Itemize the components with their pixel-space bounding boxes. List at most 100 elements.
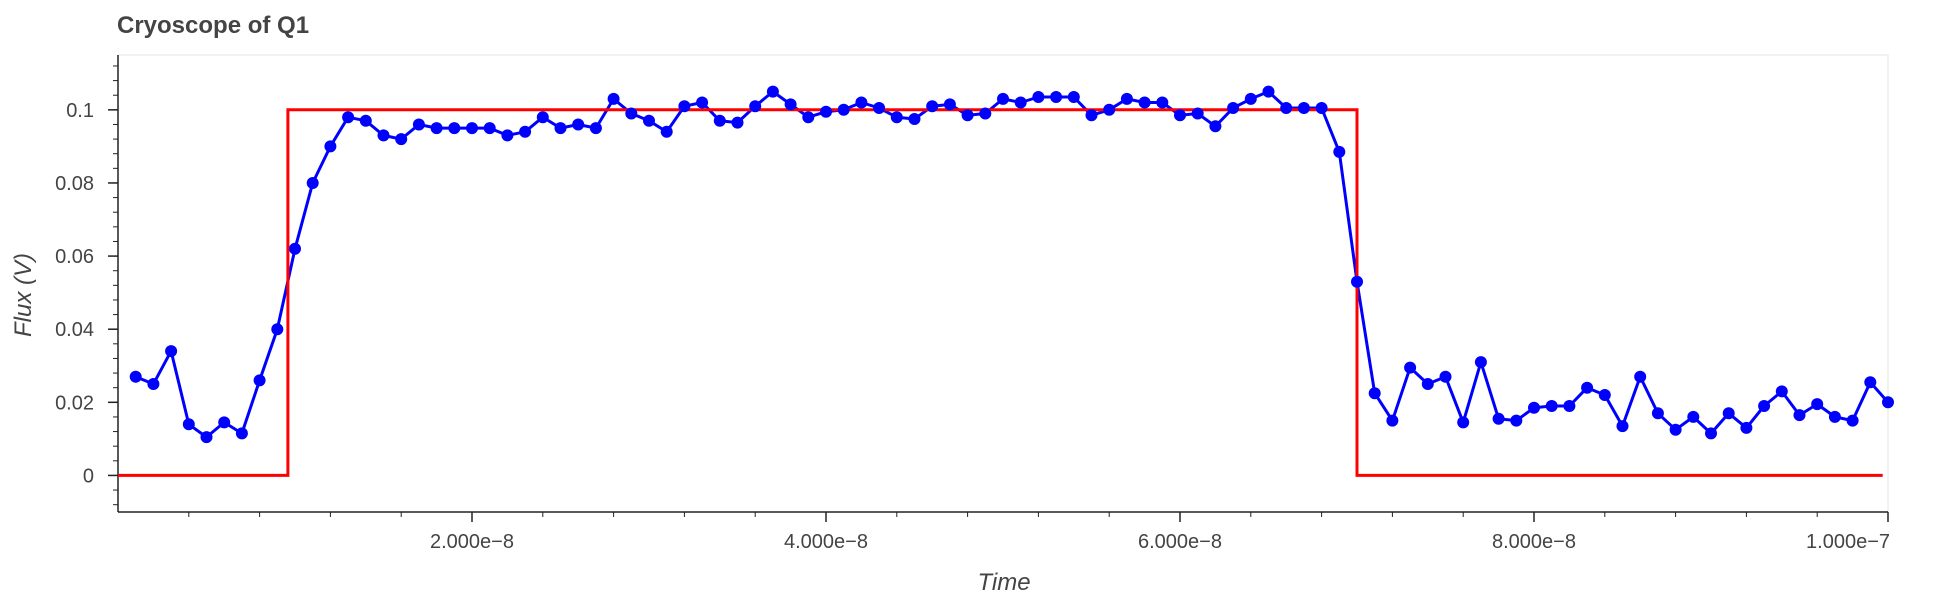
x-tick-label: 6.000e−8 [1138,531,1222,553]
data-point [1457,416,1470,429]
data-point [1209,120,1222,133]
data-point [784,98,797,111]
data-point [1474,356,1487,369]
data-point [908,113,921,125]
data-point [766,85,779,98]
data-point [572,118,585,131]
data-point [625,107,638,120]
data-point [1669,423,1682,436]
plot-frame [117,54,1889,513]
data-point [253,374,266,387]
data-point [678,100,691,113]
y-tick-label: 0.1 [66,100,94,122]
data-point [1404,361,1417,374]
y-axis: 0 0.02 0.04 0.06 0.08 0.1 [55,55,119,512]
data-point [1085,109,1098,122]
data-point [129,370,142,383]
x-tick-label: 1.000e−7 [1806,531,1890,553]
data-point [466,122,478,135]
data-point [1528,401,1540,414]
data-point [1598,389,1611,401]
data-point [289,242,301,255]
y-tick-label: 0.04 [55,319,94,341]
data-point [731,116,744,129]
data-point [536,111,549,124]
x-axis: 2.000e−8 4.000e−8 6.000e−8 8.000e−8 1.000e−7 [118,511,1890,553]
data-point [1421,378,1434,390]
data-point [1174,109,1186,122]
data-point [412,118,425,131]
data-point [1651,407,1664,420]
data-point [1386,414,1399,427]
data-point [1705,427,1717,440]
x-tick-label: 8.000e−8 [1492,531,1576,553]
data-point [448,122,461,135]
data-point [890,111,903,124]
data-point [1758,400,1771,412]
data-point [607,92,620,105]
data-point [749,100,762,113]
data-point [200,431,213,444]
data-point [235,427,248,440]
y-tick-label: 0.08 [55,173,94,195]
data-point [1262,85,1275,98]
data-point [696,96,709,109]
data-point [943,98,956,111]
data-point [1439,370,1452,383]
data-point [1492,412,1505,425]
data-point [660,125,673,138]
data-point [306,177,319,189]
x-axis-label: Time [977,569,1030,596]
data-point [1510,414,1523,427]
data-point [1368,387,1381,400]
data-point [643,114,655,127]
data-point [1120,92,1133,105]
data-point [1333,145,1346,158]
data-point [1722,407,1735,420]
y-tick-label: 0 [83,465,94,487]
data-point [519,125,532,138]
data-point [218,416,231,429]
series-line-measured [135,90,1890,439]
data-point [1563,400,1576,412]
data-point [1014,96,1027,109]
data-point [1864,376,1877,389]
data-point [961,109,974,122]
x-tick-label: 4.000e−8 [784,531,868,553]
data-point [271,323,284,336]
data-point [1545,400,1558,412]
data-point [713,114,726,127]
data-point [377,129,390,142]
x-tick-label: 2.000e−8 [430,531,514,553]
data-point [483,122,496,135]
data-point [997,92,1009,105]
data-point [855,96,868,109]
data-point [589,122,602,135]
data-point [1280,102,1293,114]
data-point [1227,102,1240,114]
data-point [430,122,443,135]
data-point [1687,410,1700,423]
data-point [837,103,850,116]
data-point [395,133,408,146]
chart-title: Cryoscope of Q1 [117,12,310,39]
data-point [1581,381,1594,394]
data-point [1067,91,1080,103]
data-point [554,122,567,135]
data-point [873,102,886,114]
data-point [1297,102,1310,114]
data-point [1032,91,1045,103]
data-point [182,418,195,431]
y-axis-label: Flux (V) [10,253,37,337]
data-point [1882,396,1894,409]
data-point [147,378,160,390]
data-point [1191,107,1204,120]
data-point [342,111,355,124]
data-point [359,114,372,127]
data-point [926,100,939,113]
y-tick-label: 0.02 [55,392,94,414]
data-point [1103,103,1116,116]
data-point [1351,275,1363,288]
data-point [501,129,514,142]
